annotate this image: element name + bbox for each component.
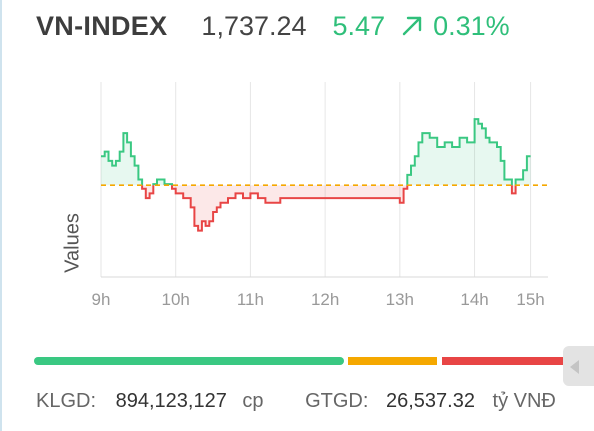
trading-summary: KLGD: 894,123,127 cp GTGD: 26,537.32 tỷ … xyxy=(36,390,556,413)
scroll-left-button[interactable] xyxy=(563,346,594,386)
index-value: 1,737.24 xyxy=(201,10,307,41)
index-change-percent: 0.31% xyxy=(433,10,510,41)
volume-label: KLGD: xyxy=(36,390,97,412)
x-tick-label-13h: 13h xyxy=(386,290,414,309)
chevron-left-icon xyxy=(570,360,579,374)
turnover-value: 26,537.32 xyxy=(385,390,475,412)
x-tick-label-9h: 9h xyxy=(92,290,111,309)
volume-value: 894,123,127 xyxy=(115,390,227,412)
x-tick-label-15h: 15h xyxy=(516,290,544,309)
intraday-chart[interactable]: 9h 10h 11h 12h 13h 14h 15h Values xyxy=(0,60,594,330)
index-header: VN-INDEX 1,737.24 5.47 0.31% xyxy=(36,6,510,46)
x-tick-label-14h: 14h xyxy=(460,290,488,309)
area-above-reference xyxy=(101,119,531,186)
turnover-unit: tỷ VNĐ xyxy=(492,390,556,412)
advancers-bar xyxy=(34,357,344,365)
x-tick-label-10h: 10h xyxy=(162,290,190,309)
frame-border xyxy=(0,0,2,431)
chart-svg: 9h 10h 11h 12h 13h 14h 15h xyxy=(92,82,548,309)
x-tick-label-12h: 12h xyxy=(311,290,339,309)
turnover-label: GTGD: xyxy=(305,390,369,412)
y-axis-label: Values xyxy=(61,213,84,273)
index-name[interactable]: VN-INDEX xyxy=(36,10,168,41)
volume-unit: cp xyxy=(242,390,264,412)
unchanged-bar xyxy=(348,357,437,365)
x-tick-label-11h: 11h xyxy=(237,290,264,309)
decliners-bar xyxy=(442,357,568,365)
arrow-up-right-icon xyxy=(401,15,423,37)
index-line-up xyxy=(101,118,531,186)
index-change: 5.47 xyxy=(332,10,386,41)
index-line-down xyxy=(141,185,517,232)
